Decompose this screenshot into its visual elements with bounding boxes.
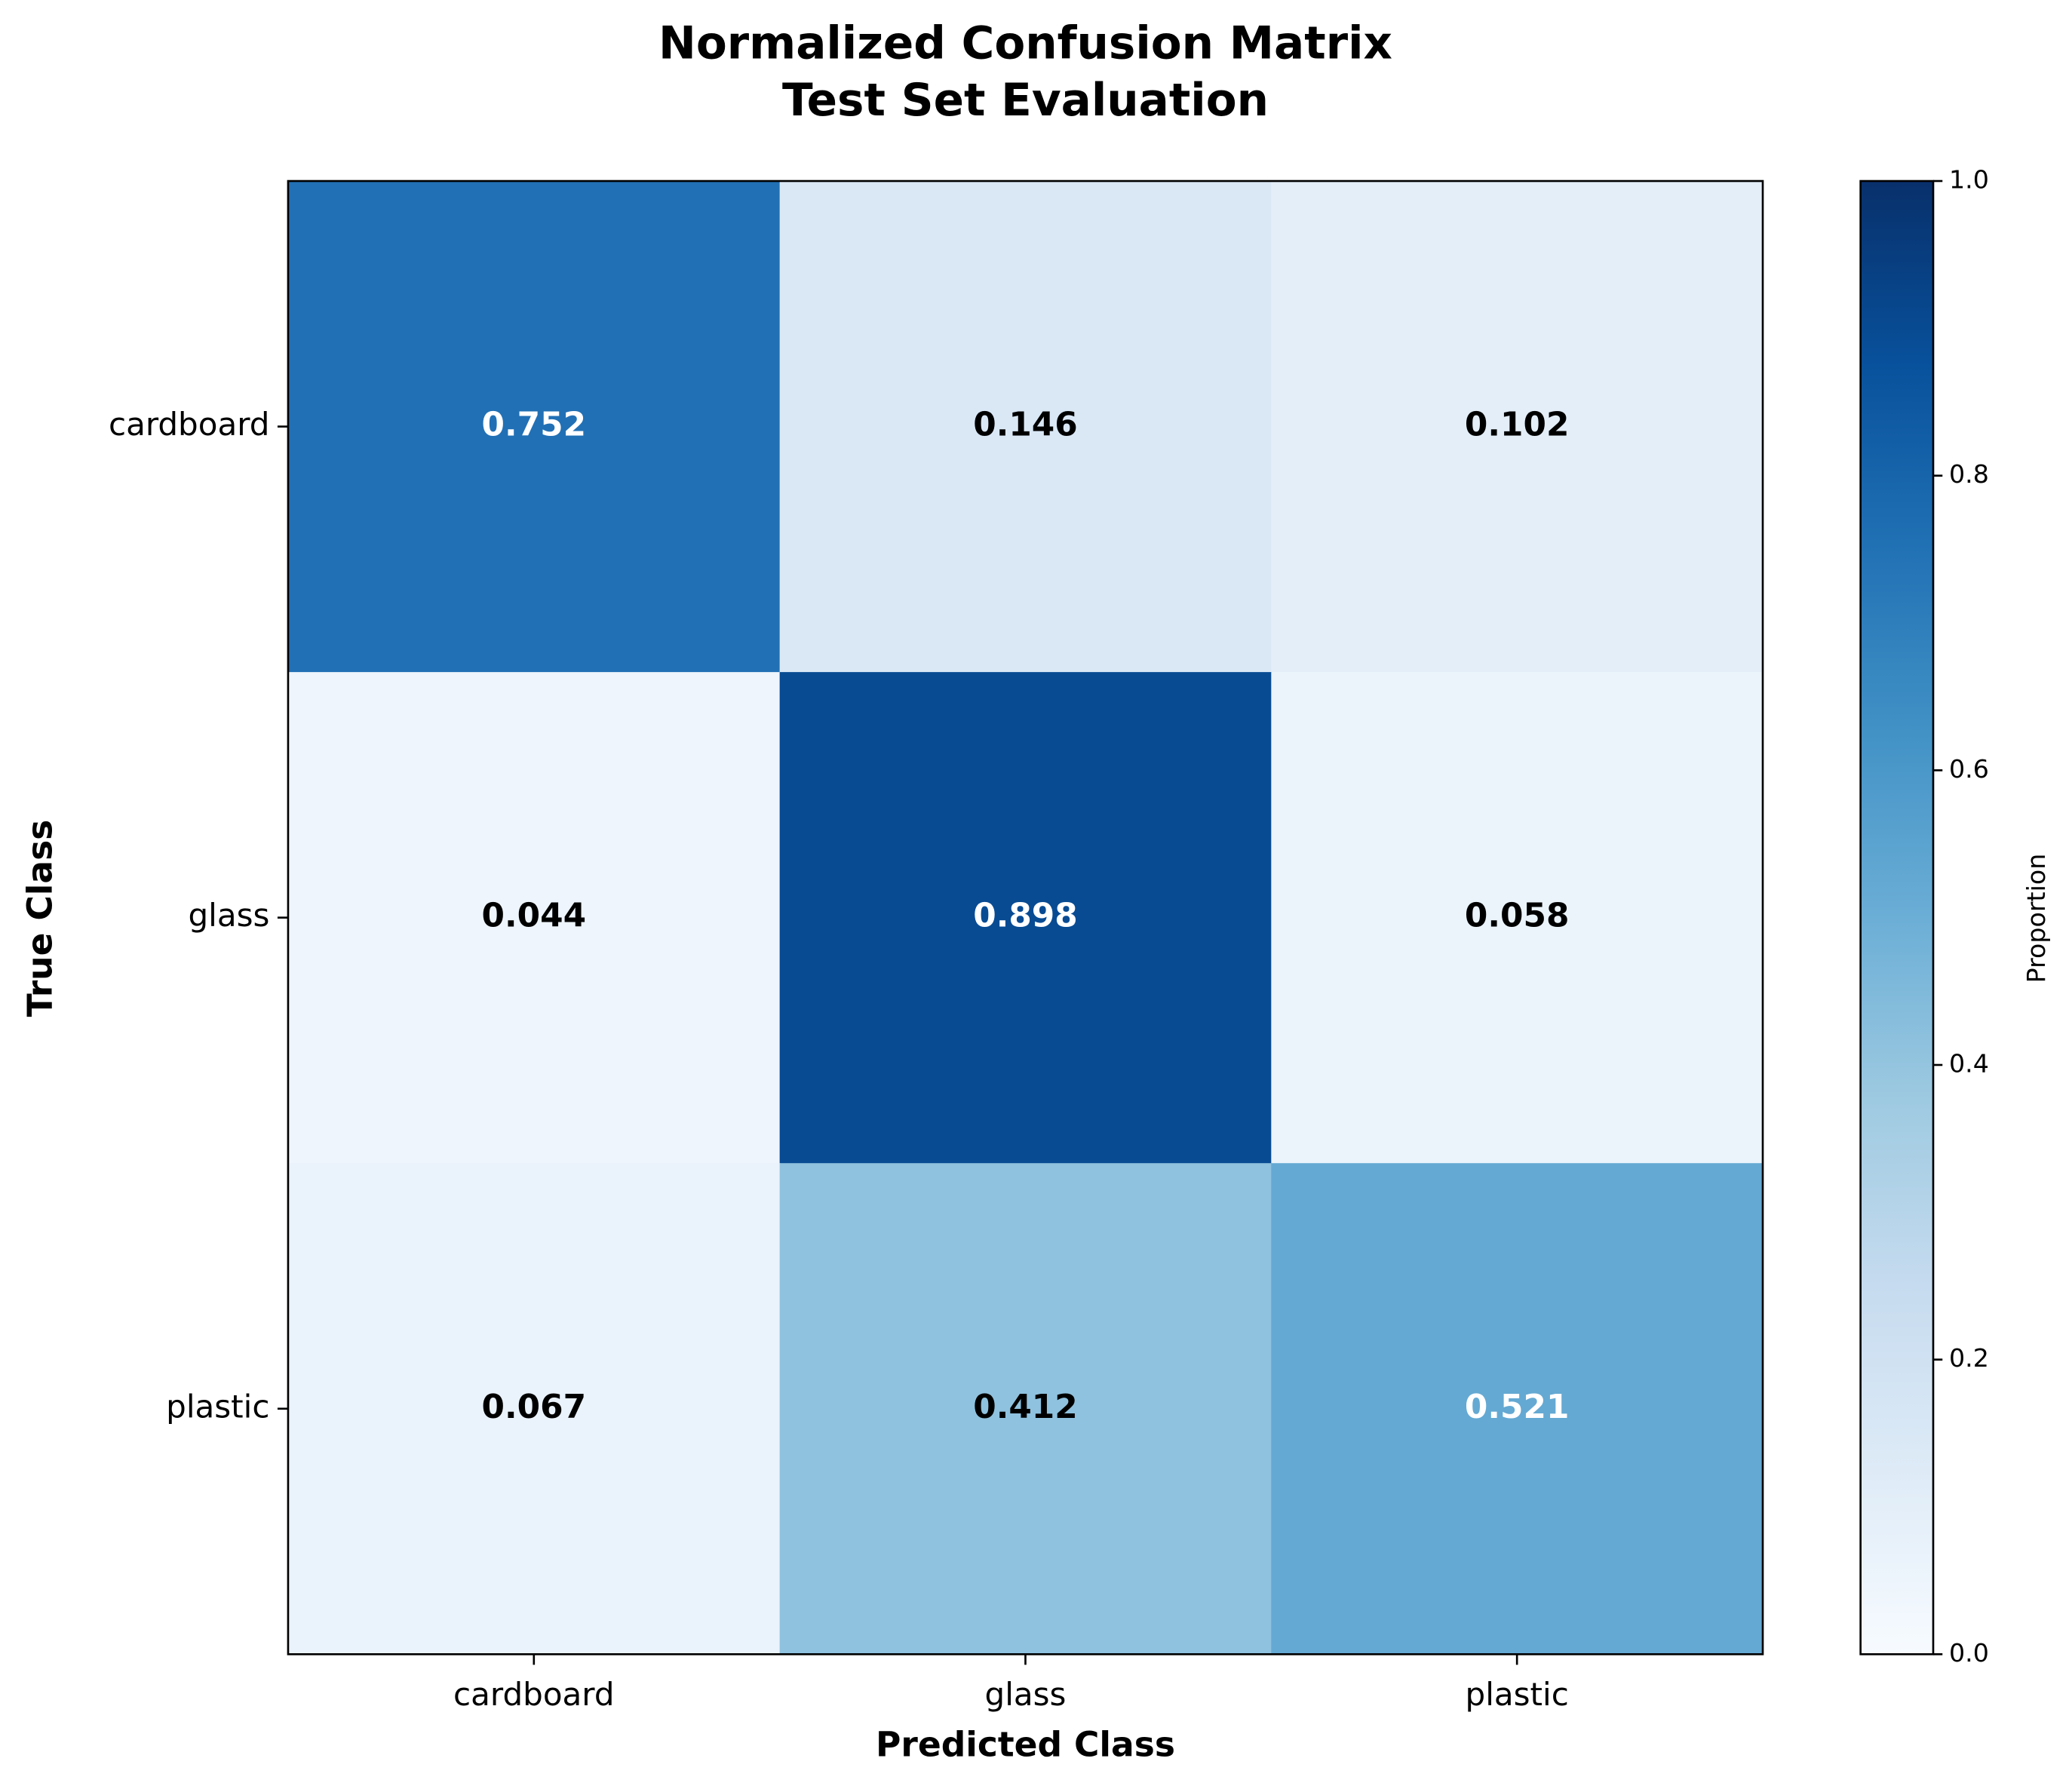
y-axis-label: True Class: [20, 820, 60, 1017]
heatmap-cell: [287, 672, 781, 1165]
cell-label: 0.067: [482, 1388, 586, 1426]
colorbar-tick-label: 0.2: [1949, 1343, 1989, 1373]
heatmap-cell: [779, 1163, 1272, 1656]
heatmap-cell: [287, 181, 781, 673]
cell-label: 0.044: [482, 897, 586, 935]
cell-label: 0.102: [1465, 406, 1569, 444]
colorbar-tick-label: 0.4: [1949, 1048, 1989, 1078]
x-tick-label: cardboard: [453, 1676, 614, 1713]
cell-label: 0.058: [1465, 897, 1569, 935]
chart-title: Normalized Confusion Matrix: [658, 17, 1392, 69]
y-tick-label: plastic: [166, 1388, 269, 1425]
y-tick-label: glass: [189, 897, 270, 934]
chart-subtitle: Test Set Evaluation: [782, 75, 1269, 127]
cell-label: 0.412: [973, 1388, 1077, 1426]
cell-label: 0.898: [973, 897, 1077, 935]
heatmap-cell: [1271, 672, 1764, 1165]
heatmap-cell: [1271, 1163, 1764, 1656]
heatmap-cell: [287, 1163, 781, 1656]
colorbar-label: Proportion: [2021, 854, 2051, 983]
x-tick-label: plastic: [1466, 1676, 1569, 1713]
cell-label: 0.752: [482, 406, 586, 444]
heatmap-cell: [1271, 181, 1764, 673]
colorbar-tick-label: 0.6: [1949, 754, 1989, 784]
heatmap-cell: [779, 672, 1272, 1165]
colorbar: [1859, 180, 1935, 1656]
colorbar-tick-label: 0.0: [1949, 1638, 1989, 1668]
cell-label: 0.521: [1465, 1388, 1569, 1426]
cell-label: 0.146: [973, 406, 1077, 444]
x-tick-label: glass: [985, 1676, 1067, 1713]
y-tick-label: cardboard: [109, 406, 269, 443]
colorbar-tick-label: 0.8: [1949, 459, 1989, 489]
colorbar-tick-label: 1.0: [1949, 165, 1989, 195]
x-axis-label: Predicted Class: [876, 1724, 1175, 1764]
heatmap-cell: [779, 181, 1272, 673]
